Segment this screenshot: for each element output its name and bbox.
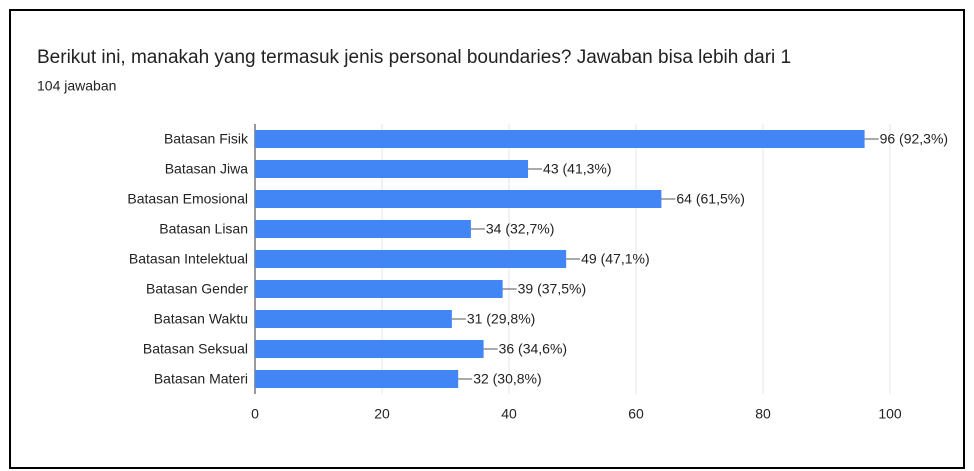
bar [255, 190, 662, 208]
chart-subtitle: 104 jawaban [37, 78, 116, 94]
y-tick-label: Batasan Materi [154, 371, 248, 387]
bar [255, 220, 471, 238]
bar [255, 370, 459, 388]
y-tick-label: Batasan Seksual [143, 341, 248, 357]
y-tick-label: Batasan Lisan [159, 221, 248, 237]
y-tick-label: Batasan Gender [146, 281, 248, 297]
data-label: 31 (29,8%) [467, 311, 535, 327]
bar [255, 160, 529, 178]
bar [255, 250, 567, 268]
y-tick-label: Batasan Intelektual [129, 251, 248, 267]
data-label: 64 (61,5%) [676, 191, 744, 207]
data-label: 49 (47,1%) [581, 251, 649, 267]
data-label: 36 (34,6%) [499, 341, 567, 357]
bar [255, 310, 452, 328]
bar [255, 130, 865, 148]
x-tick-label: 80 [755, 406, 771, 422]
y-tick-label: Batasan Fisik [164, 131, 249, 147]
data-label: 43 (41,3%) [543, 161, 611, 177]
bar [255, 340, 484, 358]
data-label: 96 (92,3%) [880, 131, 948, 147]
y-tick-label: Batasan Emosional [127, 191, 248, 207]
x-tick-label: 40 [501, 406, 517, 422]
chart-title: Berikut ini, manakah yang termasuk jenis… [37, 47, 791, 68]
frame [9, 9, 965, 469]
y-tick-label: Batasan Waktu [154, 311, 248, 327]
y-tick-label: Batasan Jiwa [165, 161, 248, 177]
x-tick-label: 100 [878, 406, 902, 422]
data-label: 34 (32,7%) [486, 221, 554, 237]
data-label: 39 (37,5%) [518, 281, 586, 297]
data-label: 32 (30,8%) [473, 371, 541, 387]
x-tick-label: 60 [628, 406, 644, 422]
x-tick-label: 20 [374, 406, 390, 422]
x-tick-label: 0 [251, 406, 259, 422]
bar [255, 280, 503, 298]
